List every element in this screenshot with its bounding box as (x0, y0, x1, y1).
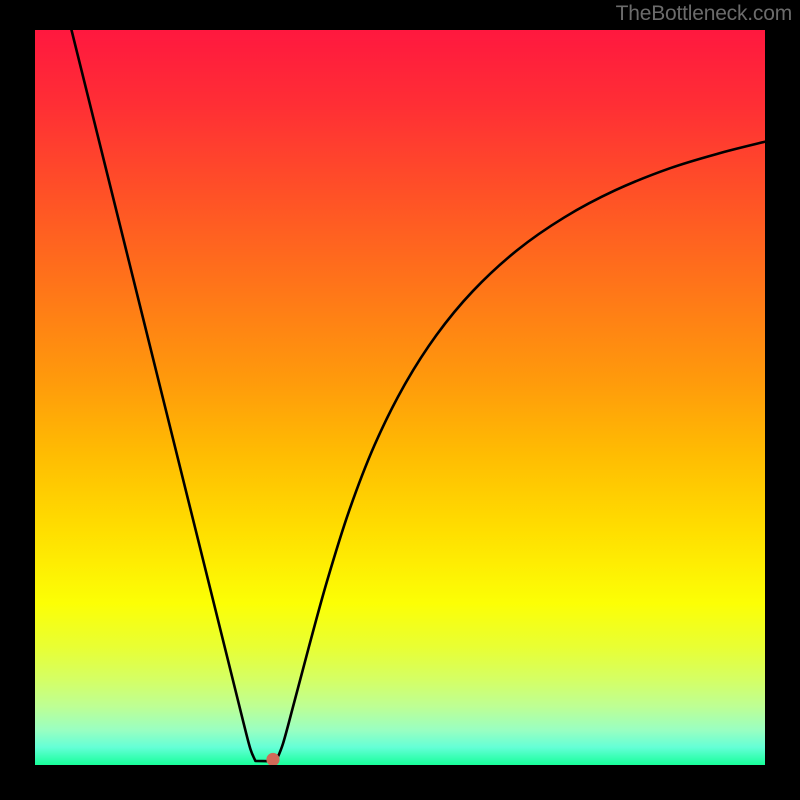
plot-area (35, 30, 765, 766)
optimal-point-marker (266, 753, 279, 766)
watermark-label: TheBottleneck.com (616, 2, 792, 26)
gradient-background (35, 30, 765, 765)
bottleneck-chart (0, 0, 800, 800)
chart-canvas: TheBottleneck.com (0, 0, 800, 800)
